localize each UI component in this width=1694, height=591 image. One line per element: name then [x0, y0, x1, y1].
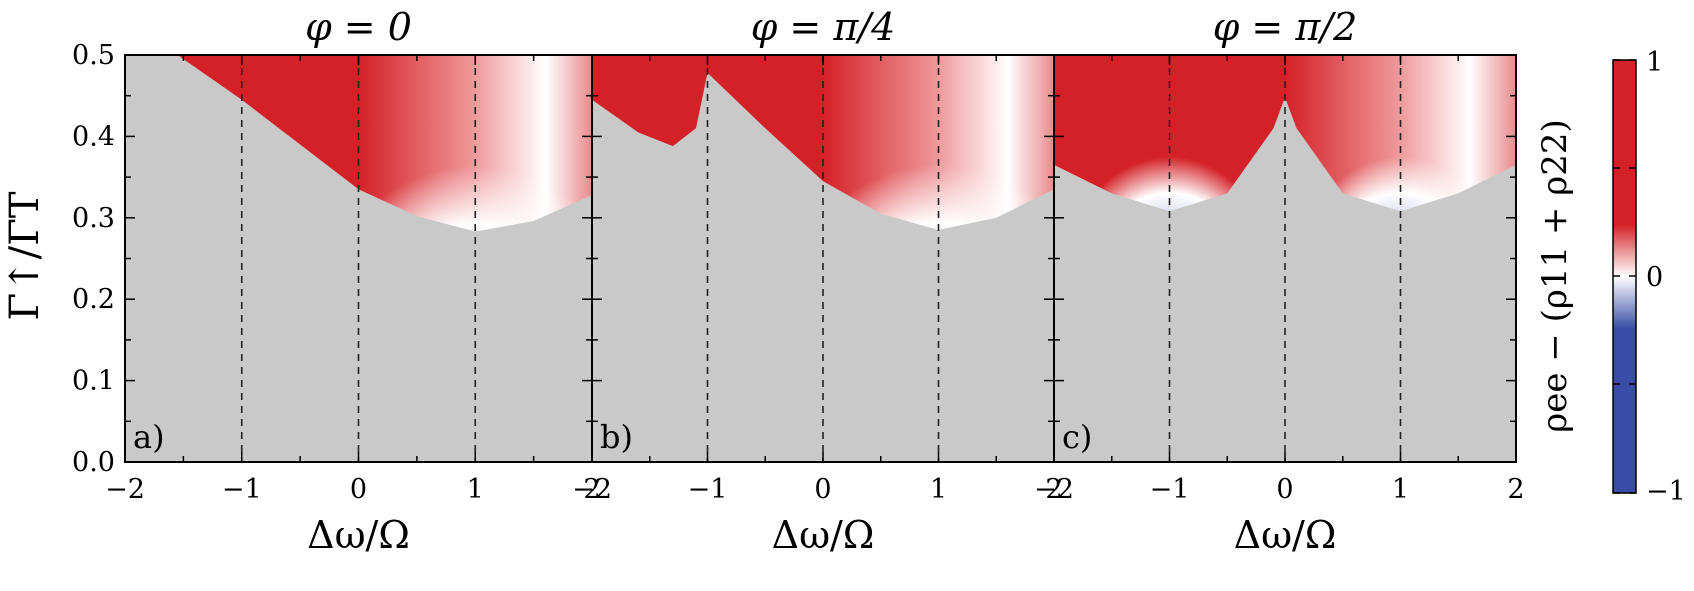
x-tick-label: −2 [105, 474, 145, 505]
panel-c-title: φ = π/2 [1213, 5, 1358, 49]
panel-a: −2 −1 0 1 2 0.0 0.1 0.2 0.3 0.4 0.5 a) [72, 40, 601, 505]
panel-b-plot-area [592, 55, 1054, 462]
y-tick-label: 0.4 [72, 121, 115, 152]
colorbar-tick-minus1: −1 [1646, 476, 1686, 507]
colorbar-tick-1: 1 [1646, 47, 1663, 78]
panel-a-xlabel: Δω/Ω [307, 513, 410, 557]
y-tick-label: 0.1 [72, 366, 115, 397]
y-tick-label: 0.3 [72, 203, 115, 234]
y-tick-label: 0.0 [72, 447, 115, 478]
panel-a-plot-area [125, 55, 592, 462]
panel-b-xlabel: Δω/Ω [772, 513, 875, 557]
panel-label: b) [600, 418, 633, 456]
x-tick-label: 2 [1507, 474, 1524, 505]
x-tick-label: 2 [1045, 474, 1062, 505]
x-tick-label: 2 [583, 474, 600, 505]
x-tick-label: −1 [222, 474, 262, 505]
x-tick-label: 0 [1276, 474, 1293, 505]
x-tick-label: −2 [1034, 474, 1074, 505]
panel-c: −2 −1 0 1 2c) [1034, 54, 1525, 505]
x-tick-label: 0 [814, 474, 831, 505]
x-tick-label: −1 [688, 474, 728, 505]
colorbar-ticks [1613, 59, 1636, 494]
x-tick-label: −1 [1150, 474, 1190, 505]
x-tick-label: 0 [350, 474, 367, 505]
panel-a-title: φ = 0 [305, 5, 412, 49]
colorbar-tick-0: 0 [1646, 262, 1663, 293]
x-tick-label: −2 [572, 474, 612, 505]
panel-b: −2 −1 0 1 2b) [572, 54, 1063, 505]
x-tick-label: 1 [467, 474, 484, 505]
x-tick-label: 1 [1392, 474, 1409, 505]
panel-label: a) [133, 418, 165, 456]
y-tick-label: 0.5 [72, 40, 115, 71]
panel-b-title: φ = π/4 [751, 5, 896, 49]
panel-c-xlabel: Δω/Ω [1234, 513, 1337, 557]
x-tick-label: 1 [930, 474, 947, 505]
y-axis-label: Γ↑/ΓT [2, 191, 48, 321]
panel-c-plot-area [1054, 55, 1516, 462]
y-tick-label: 0.2 [72, 284, 115, 315]
colorbar-label: ρee − (ρ11 + ρ22) [1535, 119, 1575, 432]
panel-label: c) [1062, 418, 1092, 456]
